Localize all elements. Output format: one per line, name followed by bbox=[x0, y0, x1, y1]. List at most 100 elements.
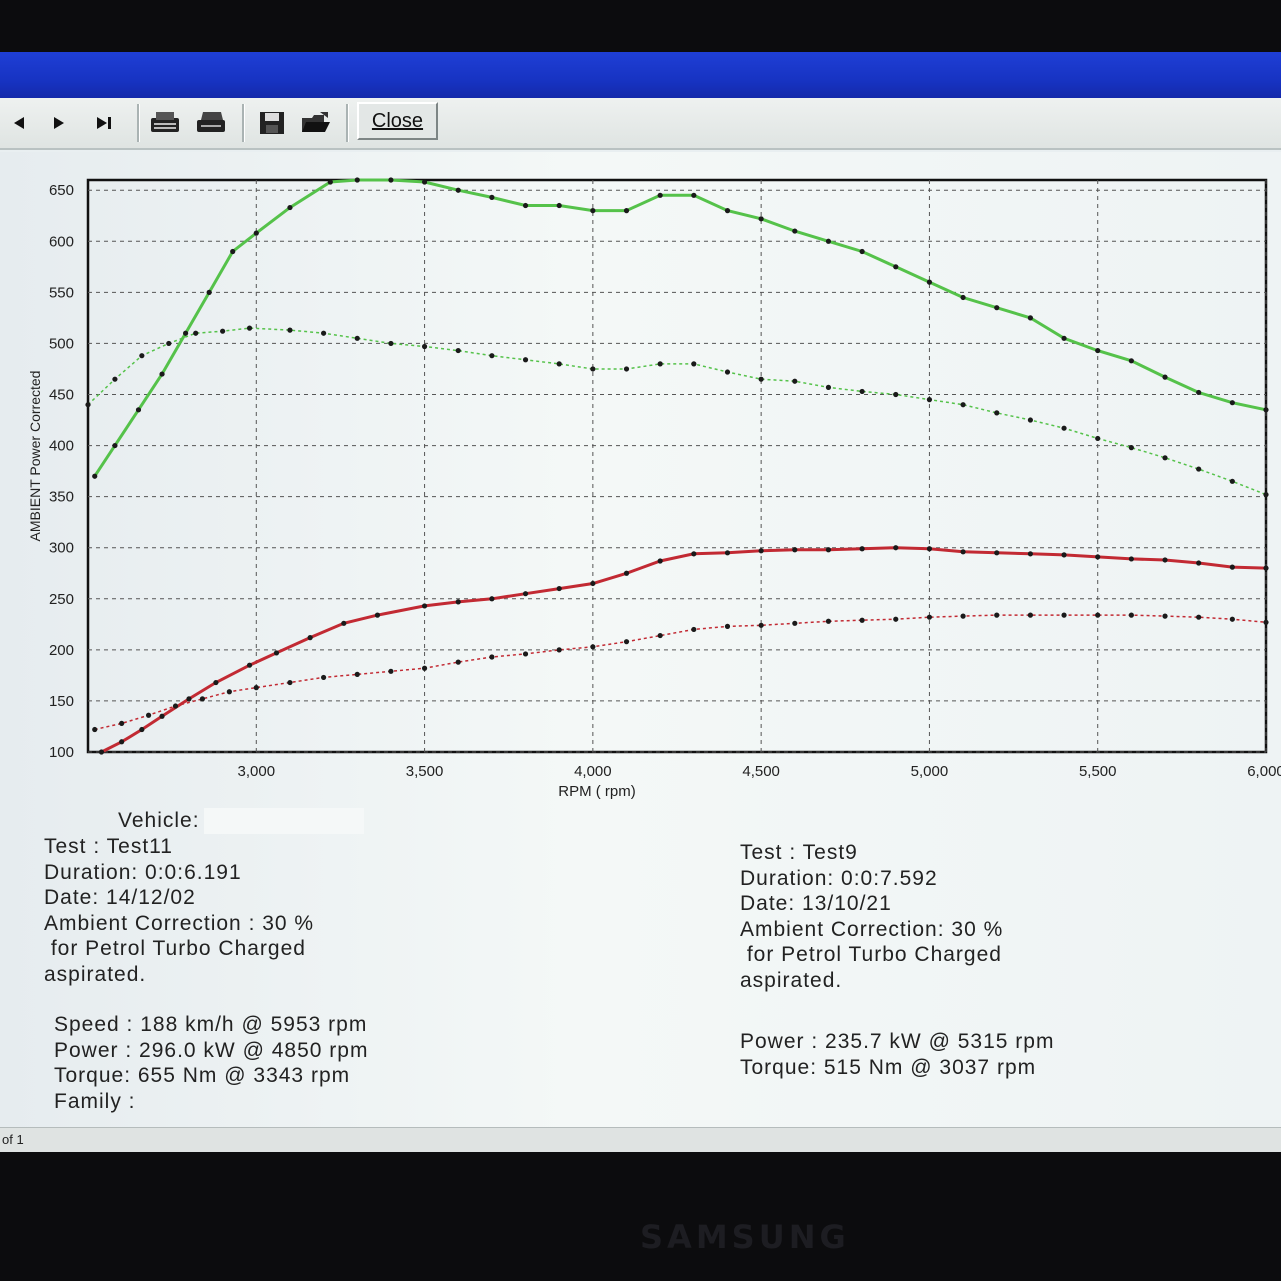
vehicle-name-field bbox=[203, 808, 364, 835]
series-2-point bbox=[758, 376, 764, 382]
series-3-point bbox=[590, 580, 596, 587]
series-4-point bbox=[1027, 612, 1033, 618]
series-4-point bbox=[657, 632, 663, 639]
x-tick-label: 5,000 bbox=[911, 763, 949, 780]
series-3-point bbox=[960, 549, 966, 555]
series-1-point bbox=[287, 204, 293, 211]
series-4-point bbox=[1095, 612, 1101, 618]
series-4-point bbox=[119, 720, 125, 727]
print-icon[interactable] bbox=[194, 108, 228, 138]
series-1-point bbox=[522, 202, 529, 209]
series-2-point bbox=[792, 378, 798, 384]
save-icon[interactable] bbox=[255, 108, 289, 138]
series-1-point bbox=[388, 177, 394, 183]
y-tick-label: 150 bbox=[49, 693, 74, 710]
series-4-point bbox=[590, 644, 596, 650]
vehicle-row: Vehicle: bbox=[118, 808, 368, 835]
next-arrow-icon[interactable] bbox=[42, 108, 76, 138]
test9-date: Date: 13/10/21 bbox=[740, 892, 892, 915]
series-1-point bbox=[112, 442, 118, 449]
test11-date: Date: 14/12/02 bbox=[44, 886, 196, 910]
series-4-point bbox=[994, 612, 1000, 618]
test11-duration: Duration: 0:0:6.191 bbox=[44, 860, 242, 884]
x-tick-label: 3,500 bbox=[406, 763, 444, 780]
series-2-point bbox=[825, 384, 832, 390]
y-tick-label: 100 bbox=[49, 744, 74, 761]
series-3-point bbox=[1263, 565, 1269, 571]
series-2-point bbox=[691, 361, 697, 367]
series-4-point bbox=[199, 696, 206, 702]
series-2-point bbox=[321, 330, 327, 336]
test11-speed: Speed : 188 km/h @ 5953 rpm bbox=[54, 1013, 368, 1037]
series-1-point bbox=[825, 238, 832, 244]
series-line-4 bbox=[94, 614, 1267, 731]
series-4-point bbox=[859, 617, 865, 623]
series-1-point bbox=[994, 305, 1000, 311]
series-3-point bbox=[186, 696, 192, 702]
series-4-point bbox=[226, 689, 232, 695]
series-1-point bbox=[590, 208, 596, 214]
series-3-point bbox=[159, 713, 165, 719]
print-setup-icon[interactable] bbox=[148, 108, 182, 138]
series-1-point bbox=[159, 371, 165, 377]
series-3-point bbox=[489, 596, 495, 602]
series-2-point bbox=[489, 353, 495, 359]
test11-power: Power : 296.0 kW @ 4850 rpm bbox=[54, 1038, 369, 1062]
series-3-point bbox=[724, 550, 731, 556]
series-2-point bbox=[1027, 417, 1033, 423]
series-4-point bbox=[321, 674, 327, 681]
close-button[interactable]: Close bbox=[357, 102, 438, 140]
series-4-point bbox=[724, 623, 731, 629]
test9-test: Test : Test9 bbox=[740, 841, 858, 864]
series-2-point bbox=[455, 347, 461, 354]
open-folder-icon[interactable] bbox=[299, 108, 333, 138]
series-3-point bbox=[307, 635, 313, 641]
prev-arrow-icon[interactable] bbox=[2, 108, 36, 138]
series-3-point bbox=[792, 547, 798, 553]
series-4-point bbox=[1263, 619, 1269, 625]
series-2-point bbox=[1095, 435, 1101, 442]
series-1-point bbox=[183, 330, 189, 336]
series-2-point bbox=[590, 366, 596, 372]
toolbar: Close bbox=[0, 98, 1281, 150]
series-3-point bbox=[691, 551, 697, 557]
test9-aspirated: aspirated. bbox=[740, 968, 843, 992]
series-4-point bbox=[960, 613, 966, 619]
series-4-point bbox=[455, 659, 461, 665]
series-1-point bbox=[253, 230, 259, 236]
series-line-2 bbox=[87, 327, 1267, 496]
series-1-point bbox=[92, 473, 98, 479]
series-1-point bbox=[724, 208, 731, 214]
series-3-point bbox=[859, 546, 865, 552]
last-page-icon[interactable] bbox=[88, 108, 122, 138]
series-1-point bbox=[206, 289, 212, 295]
series-4-point bbox=[691, 626, 697, 633]
test9-torque: Torque: 515 Nm @ 3037 rpm bbox=[740, 1055, 1037, 1079]
series-1-point bbox=[455, 187, 461, 193]
test9-ambient: Ambient Correction: 30 % bbox=[740, 917, 1004, 941]
series-3-point bbox=[273, 650, 280, 656]
series-1-point bbox=[1162, 374, 1168, 380]
series-1-point bbox=[135, 407, 142, 413]
series-3-point bbox=[556, 585, 562, 592]
test9-power: Power : 235.7 kW @ 5315 rpm bbox=[740, 1030, 1055, 1053]
series-3-point bbox=[1162, 557, 1168, 563]
y-tick-label: 400 bbox=[49, 438, 74, 455]
series-2-point bbox=[388, 340, 394, 347]
series-1-point bbox=[1027, 315, 1033, 321]
x-tick-label: 5,500 bbox=[1079, 763, 1117, 780]
series-3-point bbox=[1196, 560, 1202, 566]
series-3-point bbox=[1061, 552, 1067, 558]
series-4-point bbox=[926, 614, 933, 620]
test9-for-line: for Petrol Turbo Charged bbox=[740, 943, 1002, 966]
series-1-point bbox=[1095, 347, 1101, 354]
series-2-point bbox=[1263, 492, 1269, 498]
series-3-point bbox=[1128, 556, 1134, 562]
test11-info: Vehicle: Test : Test11 Duration: 0:0:6.1… bbox=[44, 808, 368, 1114]
series-2-point bbox=[112, 376, 118, 382]
toolbar-separator bbox=[346, 104, 349, 142]
y-tick-label: 450 bbox=[49, 387, 74, 404]
series-2-point bbox=[623, 366, 630, 372]
series-1-point bbox=[230, 248, 236, 255]
series-1-point bbox=[893, 264, 899, 270]
